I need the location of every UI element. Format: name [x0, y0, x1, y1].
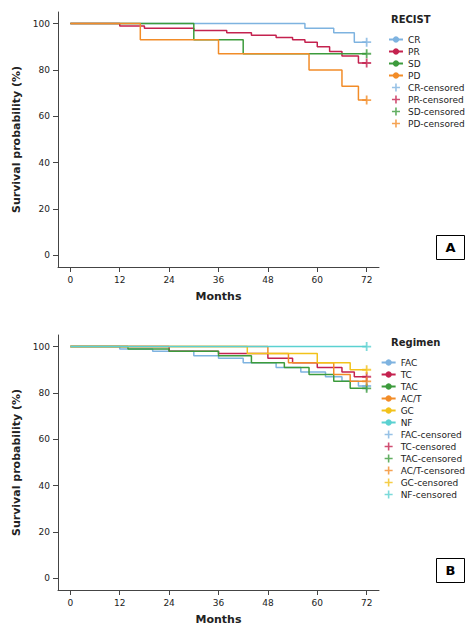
svg-text:24: 24	[163, 275, 175, 285]
svg-text:CR-censored: CR-censored	[408, 83, 465, 93]
svg-text:0: 0	[67, 275, 73, 285]
svg-text:12: 12	[114, 598, 125, 608]
svg-text:PR: PR	[408, 47, 420, 57]
svg-text:A: A	[445, 240, 455, 255]
svg-text:SD-censored: SD-censored	[408, 107, 465, 117]
svg-text:0: 0	[44, 250, 50, 260]
svg-text:0: 0	[67, 598, 73, 608]
svg-text:AC/T-censored: AC/T-censored	[401, 466, 465, 476]
svg-text:TAC-censored: TAC-censored	[400, 454, 462, 464]
svg-text:RECIST: RECIST	[391, 14, 431, 25]
svg-text:36: 36	[213, 275, 225, 285]
svg-text:Regimen: Regimen	[391, 337, 440, 348]
svg-text:TAC: TAC	[400, 382, 418, 392]
svg-text:40: 40	[39, 481, 51, 491]
svg-text:SD: SD	[408, 59, 421, 69]
svg-text:20: 20	[39, 204, 51, 214]
svg-text:60: 60	[39, 111, 51, 121]
svg-text:Survival probability (%): Survival probability (%)	[10, 389, 23, 536]
svg-text:PR-censored: PR-censored	[408, 95, 464, 105]
svg-text:20: 20	[39, 527, 51, 537]
svg-text:AC/T: AC/T	[401, 394, 422, 404]
svg-text:NF-censored: NF-censored	[401, 490, 457, 500]
svg-text:80: 80	[39, 388, 51, 398]
svg-text:GC: GC	[401, 406, 414, 416]
svg-text:36: 36	[213, 598, 225, 608]
svg-text:40: 40	[39, 158, 51, 168]
svg-text:12: 12	[114, 275, 125, 285]
svg-text:48: 48	[262, 598, 274, 608]
svg-text:TC-censored: TC-censored	[400, 442, 457, 452]
svg-text:48: 48	[262, 275, 274, 285]
svg-text:Months: Months	[196, 290, 242, 303]
svg-text:FAC-censored: FAC-censored	[401, 430, 462, 440]
svg-text:GC-censored: GC-censored	[401, 478, 459, 488]
svg-text:100: 100	[33, 342, 50, 352]
svg-text:PD-censored: PD-censored	[408, 119, 465, 129]
svg-text:0: 0	[44, 573, 50, 583]
svg-text:80: 80	[39, 65, 51, 75]
svg-text:B: B	[446, 563, 456, 578]
svg-text:PD: PD	[408, 71, 420, 81]
svg-text:60: 60	[312, 598, 324, 608]
svg-text:NF: NF	[401, 418, 413, 428]
svg-text:FAC: FAC	[401, 358, 418, 368]
svg-text:Survival probability (%): Survival probability (%)	[10, 66, 23, 213]
svg-text:72: 72	[361, 275, 372, 285]
svg-text:72: 72	[361, 598, 372, 608]
svg-text:100: 100	[33, 19, 50, 29]
svg-text:TC: TC	[400, 370, 412, 380]
svg-text:CR: CR	[408, 35, 421, 45]
svg-text:Months: Months	[196, 613, 242, 626]
svg-text:60: 60	[39, 434, 51, 444]
svg-text:24: 24	[163, 598, 175, 608]
svg-text:60: 60	[312, 275, 324, 285]
